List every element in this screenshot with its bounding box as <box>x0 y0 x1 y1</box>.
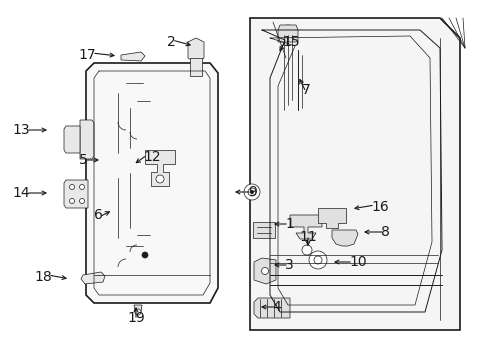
Circle shape <box>313 256 321 264</box>
Polygon shape <box>86 63 218 303</box>
Text: 15: 15 <box>282 35 299 49</box>
Circle shape <box>156 175 163 183</box>
Text: 10: 10 <box>348 255 366 269</box>
Polygon shape <box>187 38 203 63</box>
Circle shape <box>285 28 289 32</box>
Polygon shape <box>145 150 175 186</box>
Text: 11: 11 <box>299 230 316 244</box>
Text: 16: 16 <box>370 200 388 214</box>
Text: 12: 12 <box>142 150 160 164</box>
Polygon shape <box>134 305 142 312</box>
Text: 8: 8 <box>380 225 389 239</box>
Polygon shape <box>289 215 321 239</box>
Polygon shape <box>190 58 202 76</box>
Text: 17: 17 <box>78 48 96 62</box>
Polygon shape <box>64 126 80 153</box>
Circle shape <box>302 245 311 255</box>
Polygon shape <box>331 230 357 246</box>
Polygon shape <box>121 52 145 61</box>
Text: 19: 19 <box>127 311 144 325</box>
Text: 5: 5 <box>79 153 88 167</box>
Text: 4: 4 <box>271 300 280 314</box>
Circle shape <box>80 184 84 189</box>
Polygon shape <box>249 18 459 330</box>
Polygon shape <box>252 222 274 238</box>
Polygon shape <box>253 298 289 318</box>
Circle shape <box>69 184 74 189</box>
Circle shape <box>142 252 148 258</box>
Text: 13: 13 <box>12 123 30 137</box>
Circle shape <box>244 184 260 200</box>
Polygon shape <box>317 208 346 228</box>
Circle shape <box>308 251 326 269</box>
Circle shape <box>135 309 141 315</box>
Text: 1: 1 <box>285 217 293 231</box>
Polygon shape <box>253 258 275 284</box>
Text: 18: 18 <box>34 270 52 284</box>
Circle shape <box>283 25 292 35</box>
Circle shape <box>80 198 84 203</box>
Circle shape <box>247 188 256 196</box>
Text: 2: 2 <box>167 35 176 49</box>
Polygon shape <box>278 25 297 42</box>
Text: 9: 9 <box>247 185 256 199</box>
Circle shape <box>261 267 268 274</box>
Text: 6: 6 <box>94 208 103 222</box>
Circle shape <box>69 198 74 203</box>
Circle shape <box>249 190 253 194</box>
Text: 14: 14 <box>12 186 30 200</box>
Polygon shape <box>64 180 88 208</box>
Text: 7: 7 <box>302 83 310 97</box>
Text: 3: 3 <box>285 258 293 272</box>
Polygon shape <box>81 272 105 284</box>
Polygon shape <box>80 120 94 159</box>
